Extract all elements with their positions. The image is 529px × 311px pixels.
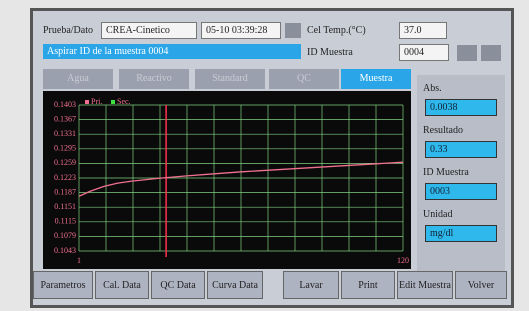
button[interactable] xyxy=(285,23,301,38)
button[interactable]: Lavar xyxy=(283,271,339,299)
y-tick-label: 0.1259 xyxy=(54,158,76,167)
field: 0003 xyxy=(425,183,497,200)
y-tick-label: 0.1331 xyxy=(54,129,76,138)
y-tick-label: 0.1079 xyxy=(54,231,76,240)
label: Resultado xyxy=(423,125,463,136)
field[interactable]: 0004 xyxy=(399,44,449,61)
field: 37.0 xyxy=(399,22,447,39)
y-tick-label: 0.1403 xyxy=(54,100,76,109)
button[interactable]: Print xyxy=(341,271,395,299)
field: 05-10 03:39:28 xyxy=(201,22,281,39)
y-tick-label: 0.1115 xyxy=(55,217,76,226)
button[interactable]: Volver xyxy=(455,271,507,299)
y-tick-label: 0.1151 xyxy=(54,202,76,211)
x-tick-label: 120 xyxy=(397,256,409,265)
field: 0.0038 xyxy=(425,99,497,116)
label: ID Muestra xyxy=(307,47,353,58)
label: Prueba/Dato xyxy=(43,25,93,36)
label: ID Muestra xyxy=(423,167,469,178)
field: 0.33 xyxy=(425,141,497,158)
button[interactable]: Edit Muestra xyxy=(397,271,453,299)
legend-swatch xyxy=(85,100,89,104)
tab[interactable]: Reactivo xyxy=(119,69,189,89)
message: Aspirar ID de la muestra 0004 xyxy=(43,44,301,59)
screen: Prueba/Dato CREA-Cinetico 05-10 03:39:28… xyxy=(30,8,514,308)
y-tick-label: 0.1223 xyxy=(54,173,76,182)
tab[interactable]: Standard xyxy=(195,69,265,89)
legend-swatch xyxy=(111,100,115,104)
button[interactable]: QC Data xyxy=(151,271,205,299)
label: Abs. xyxy=(423,83,442,94)
y-tick-label: 0.1043 xyxy=(54,246,76,255)
button[interactable] xyxy=(457,45,477,61)
device: Prueba/Dato CREA-Cinetico 05-10 03:39:28… xyxy=(0,0,529,311)
button[interactable]: Curva Data xyxy=(207,271,263,299)
tab[interactable]: Agua xyxy=(43,69,113,89)
y-tick-label: 0.1295 xyxy=(54,144,76,153)
y-tick-label: 0.1187 xyxy=(54,187,76,196)
x-tick-label: 1 xyxy=(77,256,81,265)
y-tick-label: 0.1367 xyxy=(54,114,76,123)
label: Unidad xyxy=(423,209,452,220)
chart: 0.1043 0.1079 0.1115 0.1151 0.1187 0.1223 0.12… xyxy=(43,91,411,269)
tab[interactable]: QC xyxy=(269,69,339,89)
field: CREA-Cinetico xyxy=(101,22,197,39)
tab[interactable]: Muestra xyxy=(341,69,411,89)
button[interactable]: Parametros xyxy=(33,271,93,299)
button[interactable]: Cal. Data xyxy=(95,271,149,299)
button[interactable] xyxy=(481,45,501,61)
label: Cel Temp.(°C) xyxy=(307,25,366,36)
legend-label: Sec. xyxy=(117,97,131,106)
legend-label: Pri. xyxy=(91,97,102,106)
field: mg/dl xyxy=(425,225,497,242)
